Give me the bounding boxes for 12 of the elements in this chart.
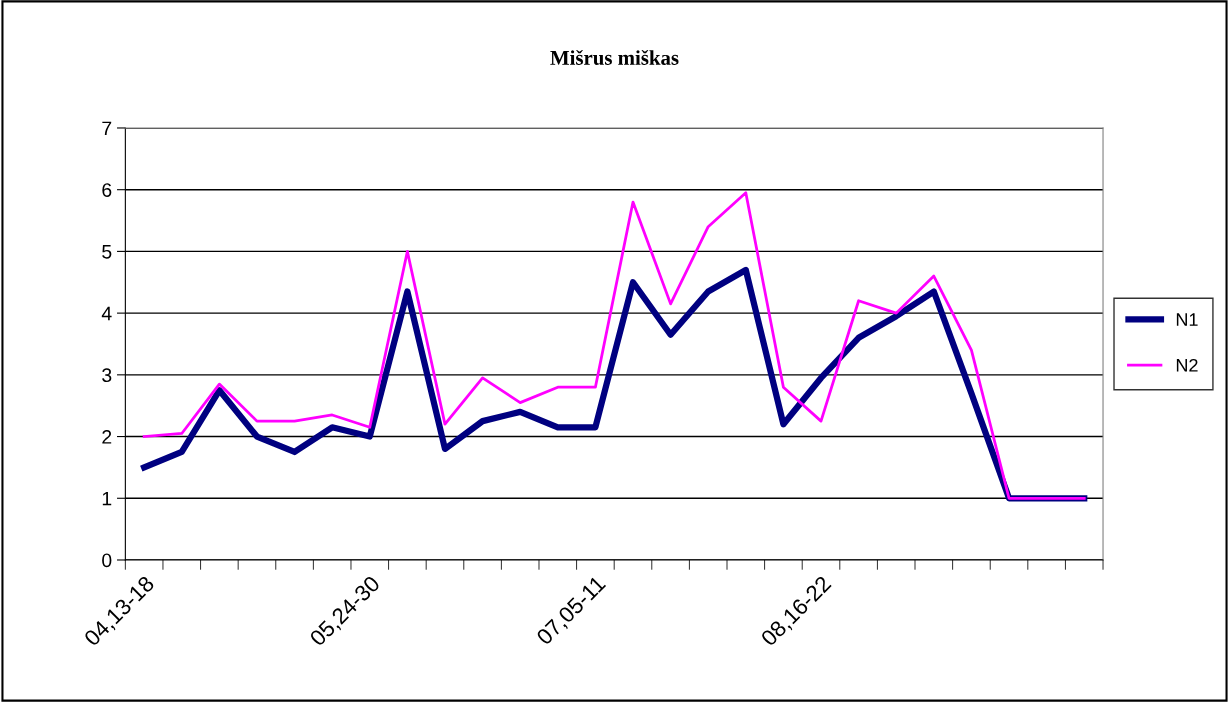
- y-tick-label: 3: [102, 368, 112, 383]
- y-tick-label: 2: [102, 430, 112, 444]
- y-tick-label: 7: [102, 121, 112, 136]
- line-series: [142, 191, 1086, 500]
- legend-label: N1: [1176, 313, 1198, 326]
- y-tick-label: 5: [102, 245, 112, 259]
- y-tick-label: 0: [102, 553, 112, 568]
- legend-label: N2: [1176, 358, 1198, 372]
- chart-title: Mišrus miškas: [550, 49, 679, 65]
- y-tick-label: 6: [102, 183, 112, 197]
- y-tick-label: 1: [102, 491, 112, 506]
- y-tick-label: 4: [101, 306, 112, 321]
